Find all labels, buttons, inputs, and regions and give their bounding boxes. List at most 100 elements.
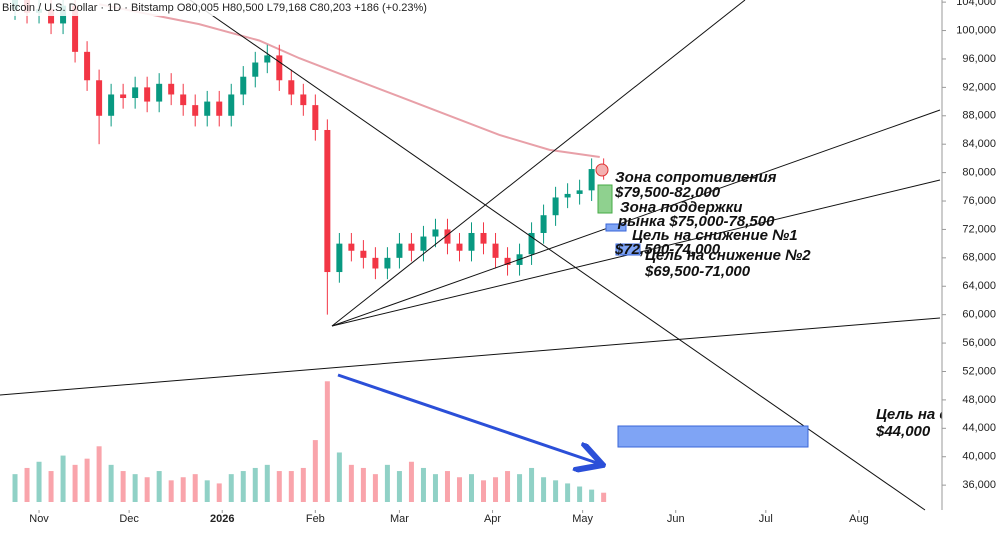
candle-body: [588, 169, 595, 191]
candle-body: [468, 232, 475, 251]
candle-body: [48, 9, 55, 24]
y-tick-label: 84,000: [962, 138, 996, 150]
annotation: $44,000: [875, 423, 931, 440]
annotations: Зона сопротивления $79,500-82,000 Зона п…: [614, 169, 948, 440]
moving-average: [98, 3, 600, 158]
candle-body: [528, 232, 535, 255]
price-axis-bg: [942, 0, 1000, 530]
y-tick-label: 100,000: [956, 24, 996, 36]
candle-body: [492, 243, 499, 258]
candle-body: [180, 94, 187, 106]
candle-body: [252, 62, 259, 77]
candle-body: [264, 55, 271, 63]
x-tick-label: Feb: [306, 513, 325, 525]
volume-bar: [517, 474, 523, 502]
candle-body: [372, 257, 379, 269]
x-tick-label: May: [572, 513, 593, 525]
volume-bar: [336, 452, 342, 502]
y-tick-label: 68,000: [962, 252, 996, 264]
trend-line: [0, 317, 941, 396]
candle-body: [72, 5, 79, 52]
candle-body: [336, 243, 343, 273]
marker: [595, 163, 609, 177]
volume-bar: [12, 474, 18, 502]
candle-body: [456, 243, 463, 251]
candle-body: [360, 250, 367, 258]
candle-body: [324, 129, 331, 273]
volume-bar: [529, 467, 535, 502]
trend-line: [189, 0, 926, 511]
y-tick-label: 56,000: [962, 337, 996, 349]
x-tick-label: Apr: [484, 513, 501, 525]
y-tick-label: 80,000: [962, 167, 996, 179]
y-tick-label: 52,000: [962, 365, 996, 377]
volume-bar: [180, 477, 186, 502]
volume-bar: [264, 464, 270, 502]
volume-bar: [396, 471, 402, 502]
x-tick-label: Nov: [29, 513, 49, 525]
volume-bar: [240, 471, 246, 502]
trend-line: [331, 109, 941, 327]
candle-body: [504, 257, 511, 265]
candle-body: [420, 236, 427, 251]
x-tick-label: Dec: [119, 513, 139, 525]
volume-bar: [300, 467, 306, 502]
y-tick-label: 76,000: [962, 195, 996, 207]
target-zone: [615, 243, 641, 256]
volume-bar: [372, 474, 378, 502]
target-zone: [605, 223, 627, 232]
candle-body: [312, 105, 319, 130]
candle-body: [240, 76, 247, 95]
volume-bar: [541, 477, 547, 502]
volume-bar: [481, 480, 487, 502]
y-tick-label: 40,000: [962, 451, 996, 463]
candle-body: [120, 94, 127, 99]
annotation: $79,500-82,000: [614, 184, 721, 201]
volume-bar: [228, 474, 234, 502]
y-tick-label: 44,000: [962, 422, 996, 434]
candle-body: [96, 80, 103, 116]
volume-bar: [60, 455, 66, 502]
candle-body: [288, 80, 295, 95]
x-tick-label: 2026: [210, 513, 234, 525]
volume-bar: [493, 477, 499, 502]
candle-body: [576, 190, 583, 194]
target-zone: [617, 425, 809, 448]
x-tick-label: Jul: [759, 513, 773, 525]
candle-body: [156, 83, 163, 102]
volume-bar: [577, 486, 583, 502]
annotation: Цель на снижение №2: [645, 247, 811, 264]
x-tick-label: Mar: [390, 513, 409, 525]
candle-body: [300, 94, 307, 106]
volume-bar: [276, 471, 282, 502]
candle-body: [216, 101, 223, 116]
volume-bar: [120, 471, 126, 502]
volume-bar: [72, 464, 78, 502]
volume-bar: [24, 467, 30, 502]
volume-bar: [360, 467, 366, 502]
volume-bar: [144, 477, 150, 502]
y-tick-label: 96,000: [962, 53, 996, 65]
volume-bar: [204, 480, 210, 502]
zones: [595, 163, 809, 448]
candle-body: [228, 94, 235, 116]
header-bg: [0, 0, 620, 16]
volume-bar: [48, 471, 54, 502]
volume-bar: [156, 471, 162, 502]
volume-bar: [96, 446, 102, 502]
candle-body: [192, 105, 199, 116]
annotation: Зона сопротивления: [615, 169, 777, 186]
volume-bar: [589, 489, 595, 502]
support-zone: [597, 184, 613, 214]
y-tick-label: 64,000: [962, 280, 996, 292]
candle-body: [348, 243, 355, 251]
annotation: Цель на снижение №1: [632, 227, 798, 244]
y-tick-label: 104,000: [956, 0, 996, 8]
axes: 36,000 40,000 44,000 48,000 52,000 56,000 60,0…: [29, 0, 996, 525]
volume-bar: [384, 464, 390, 502]
volume-bar: [288, 471, 294, 502]
volume-bar: [505, 471, 511, 502]
volume-bar: [348, 464, 354, 502]
